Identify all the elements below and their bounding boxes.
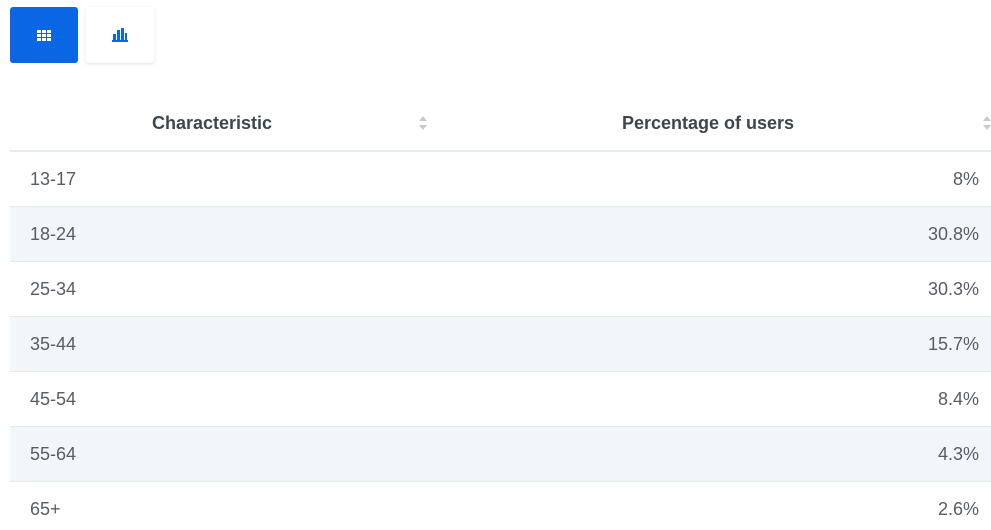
characteristic-cell: 65+	[30, 499, 61, 519]
percentage-cell: 30.8%	[927, 224, 979, 244]
table-row: 18-24 30.8%	[10, 207, 991, 262]
percentage-cell: 8.4%	[937, 389, 979, 409]
table-row: 45-54 8.4%	[10, 372, 991, 427]
table-grid-icon	[37, 29, 51, 41]
statistics-table: Characteristic Percentage of users 13-17…	[10, 96, 991, 530]
characteristic-cell: 55-64	[30, 444, 77, 464]
column-header-percentage[interactable]: Percentage of users	[622, 112, 795, 133]
table-view-button[interactable]	[10, 7, 78, 63]
percentage-cell: 30.3%	[927, 279, 979, 299]
percentage-cell: 2.6%	[937, 499, 979, 519]
chart-view-button[interactable]	[86, 7, 154, 63]
characteristic-cell: 25-34	[30, 279, 77, 299]
percentage-cell: 4.3%	[937, 444, 979, 464]
characteristic-cell: 13-17	[30, 169, 77, 189]
table-row: 65+ 2.6%	[10, 482, 991, 530]
characteristic-cell: 45-54	[30, 389, 77, 409]
table-row: 55-64 4.3%	[10, 427, 991, 482]
characteristic-cell: 35-44	[30, 334, 77, 354]
view-toggle-bar	[10, 7, 154, 63]
sort-icon[interactable]	[418, 114, 428, 132]
table-row: 13-17 8%	[10, 152, 991, 207]
column-header-characteristic[interactable]: Characteristic	[152, 112, 273, 133]
table-row: 35-44 15.7%	[10, 317, 991, 372]
table-header: Characteristic Percentage of users	[10, 96, 991, 152]
bar-chart-icon	[112, 28, 128, 42]
table-row: 25-34 30.3%	[10, 262, 991, 317]
percentage-cell: 15.7%	[927, 334, 979, 354]
percentage-cell: 8%	[952, 169, 979, 189]
sort-icon[interactable]	[982, 114, 991, 132]
characteristic-cell: 18-24	[30, 224, 77, 244]
